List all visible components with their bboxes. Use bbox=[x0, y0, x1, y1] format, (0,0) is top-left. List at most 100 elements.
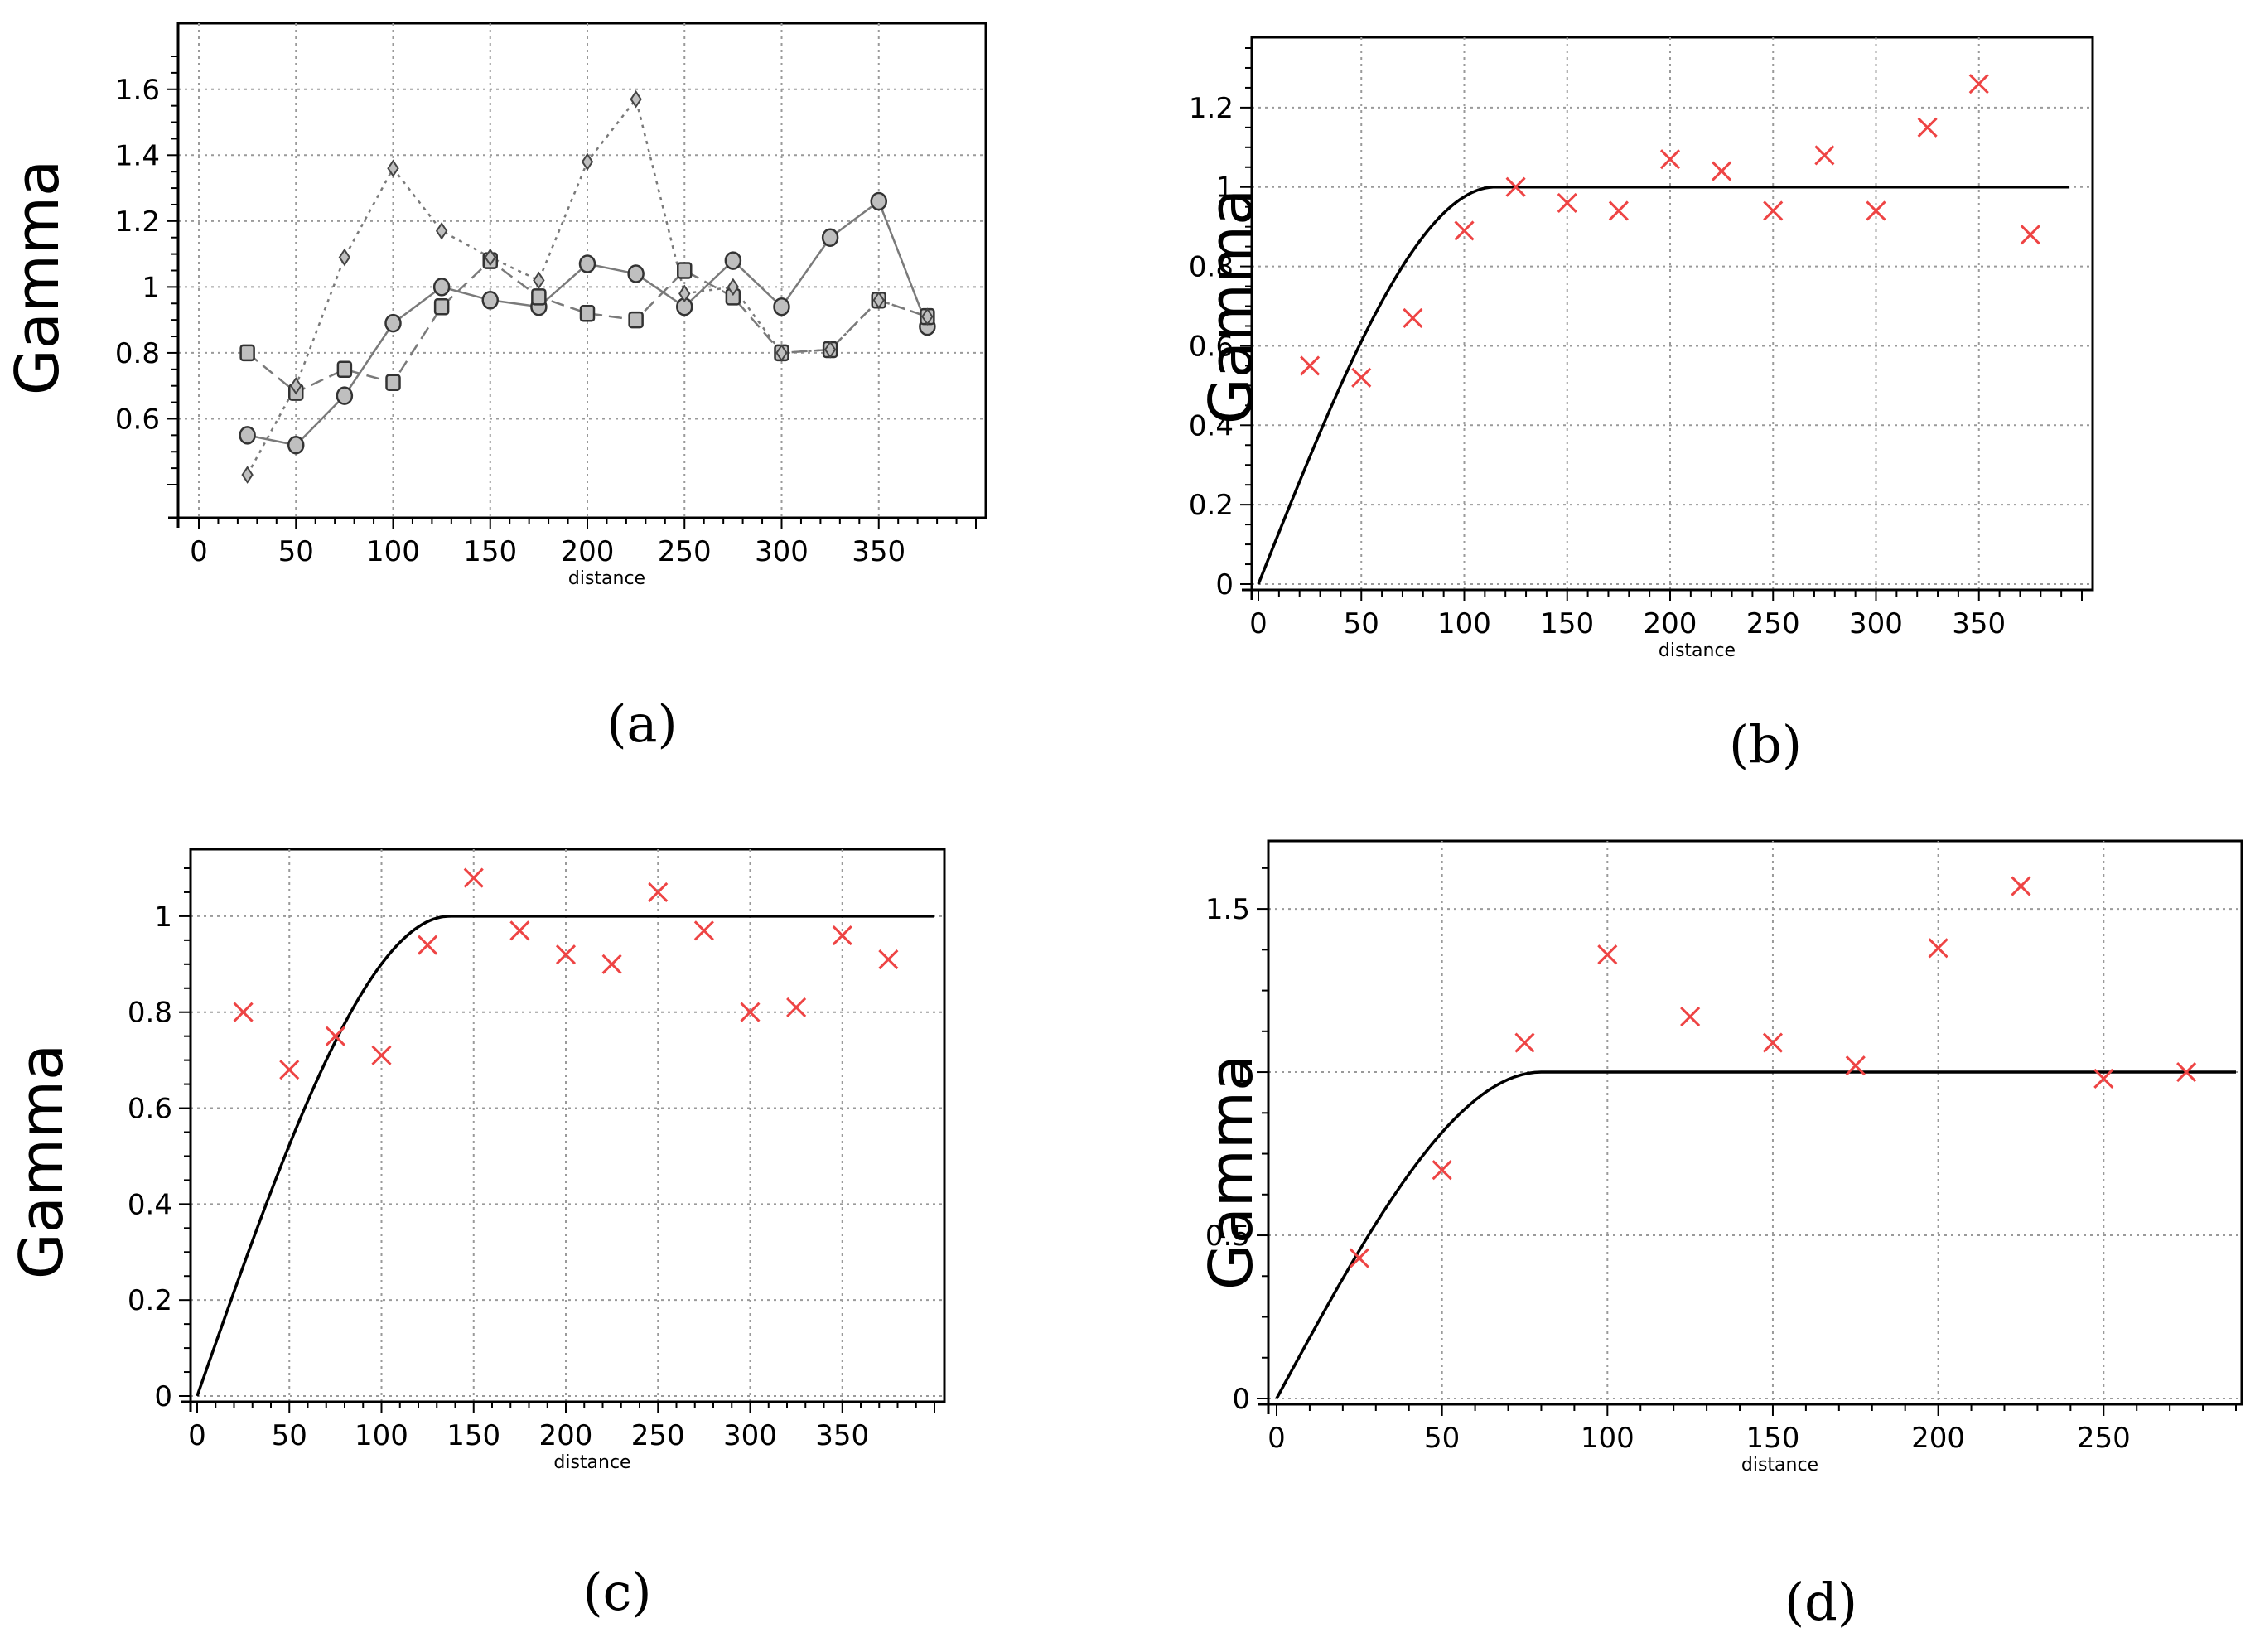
plot-area: 0 50 100 150 200 250 300 350 0.6 0.8 1 1.2 1.4 1.6 dis… bbox=[115, 22, 987, 589]
data-point-cross bbox=[509, 920, 530, 941]
x-tick-label: 250 bbox=[658, 535, 712, 568]
model-curve bbox=[1257, 185, 2070, 585]
x-tick-label: 50 bbox=[1344, 607, 1379, 640]
data-point-cross bbox=[1454, 220, 1475, 241]
x-axis-label: distance bbox=[553, 1452, 630, 1473]
y-axis-label: Gamma bbox=[1196, 1055, 1266, 1290]
panel-c: Gamma 0 50 100 150 200 250 300 350 0 0.2 0.4 0.6 0.8… bbox=[7, 848, 946, 1622]
data-point-diamond bbox=[533, 271, 545, 290]
data-point-circle bbox=[870, 191, 887, 211]
x-tick-label: 100 bbox=[355, 1419, 408, 1452]
data-point-cross bbox=[740, 1002, 761, 1022]
data-point-diamond bbox=[727, 278, 740, 297]
y-axis-label: Gamma bbox=[7, 1044, 76, 1279]
data-point-cross bbox=[1505, 176, 1526, 197]
y-tick-label: 1 bbox=[142, 271, 160, 304]
data-point-circle bbox=[432, 278, 451, 297]
data-point-cross bbox=[1712, 161, 1732, 181]
x-tick-label: 150 bbox=[1746, 1422, 1800, 1455]
plot-frame bbox=[189, 848, 946, 1403]
data-point-cross bbox=[648, 882, 669, 903]
y-tick-label: 1.4 bbox=[115, 139, 160, 172]
x-tick-label: 150 bbox=[447, 1419, 500, 1452]
data-point-cross bbox=[1300, 355, 1321, 376]
x-tick-label: 0 bbox=[1249, 607, 1268, 640]
x-tick-label: 100 bbox=[1437, 607, 1491, 640]
y-tick-label: 1 bbox=[154, 901, 172, 934]
x-tick-label: 250 bbox=[1746, 607, 1800, 640]
panel-b: Gamma 0 50 100 150 200 250 300 35000.20.40.60.8… bbox=[1189, 36, 2094, 775]
data-point-diamond bbox=[484, 248, 496, 267]
data-point-cross bbox=[1680, 1007, 1701, 1027]
data-point-diamond bbox=[678, 284, 691, 303]
y-tick-label: 0.8 bbox=[115, 337, 160, 370]
data-point-cross bbox=[786, 997, 807, 1017]
y-tick-label: 0.4 bbox=[1189, 409, 1234, 442]
data-point-cross bbox=[371, 1045, 392, 1065]
data-point-cross bbox=[1351, 367, 1372, 388]
data-point-square bbox=[579, 304, 596, 322]
data-point-cross bbox=[233, 1002, 254, 1022]
y-tick-label: 1.6 bbox=[115, 74, 160, 107]
data-point-cross bbox=[1349, 1248, 1369, 1268]
data-point-square bbox=[336, 360, 353, 379]
model-curve bbox=[196, 915, 934, 1397]
x-tick-label: 0 bbox=[1268, 1422, 1286, 1455]
data-point-diamond bbox=[338, 248, 351, 267]
y-tick-label: 1.5 bbox=[1205, 893, 1250, 926]
x-tick-label: 0 bbox=[190, 535, 208, 568]
panel-caption: (d) bbox=[1784, 1572, 1857, 1632]
data-point-cross bbox=[418, 935, 438, 955]
data-point-diamond bbox=[581, 152, 594, 171]
data-point-cross bbox=[2011, 876, 2031, 896]
data-point-circle bbox=[821, 228, 839, 247]
plot-area: 0 50 100 150 200 250 0 0.5 1 1.5 distance bbox=[1205, 839, 2243, 1476]
data-point-cross bbox=[1557, 192, 1577, 213]
x-tick-label: 300 bbox=[1849, 607, 1903, 640]
x-tick-label: 200 bbox=[1911, 1422, 1965, 1455]
data-point-cross bbox=[693, 920, 714, 941]
data-point-cross bbox=[463, 867, 484, 888]
y-tick-label: 0 bbox=[154, 1380, 172, 1413]
x-tick-label: 200 bbox=[1644, 607, 1697, 640]
data-point-cross bbox=[832, 925, 852, 946]
data-point-cross bbox=[1814, 145, 1835, 166]
y-tick-label: 0.6 bbox=[115, 403, 160, 436]
y-tick-label: 0.5 bbox=[1205, 1220, 1250, 1253]
data-point-cross bbox=[1763, 200, 1784, 221]
panel-caption: (b) bbox=[1729, 714, 1802, 775]
x-tick-label: 50 bbox=[1424, 1422, 1460, 1455]
y-tick-label: 0 bbox=[1232, 1383, 1250, 1416]
data-point-square bbox=[433, 297, 450, 316]
data-point-circle bbox=[287, 436, 305, 455]
data-point-diamond bbox=[290, 376, 302, 395]
plot-area: 0 50 100 150 200 250 300 350 0 0.2 0.4 0.6 0.8 1 1.2 di… bbox=[1189, 36, 2094, 661]
data-point-cross bbox=[1432, 1160, 1452, 1181]
y-tick-label: 0.2 bbox=[1189, 489, 1234, 522]
x-tick-label: 100 bbox=[366, 535, 420, 568]
y-tick-label: 0.8 bbox=[128, 997, 172, 1030]
x-tick-label: 350 bbox=[852, 535, 905, 568]
data-point-cross bbox=[878, 949, 899, 970]
data-point-circle bbox=[336, 386, 354, 405]
x-tick-label: 200 bbox=[539, 1419, 593, 1452]
data-point-cross bbox=[1659, 149, 1681, 170]
y-tick-label: 1.2 bbox=[1189, 92, 1234, 125]
data-point-square bbox=[531, 288, 547, 306]
x-axis-label: distance bbox=[1659, 640, 1736, 661]
data-point-cross bbox=[279, 1060, 300, 1080]
model-curve bbox=[1275, 1070, 2236, 1399]
y-tick-label: 1 bbox=[1215, 171, 1234, 205]
y-tick-label: 0.6 bbox=[1189, 330, 1234, 363]
panel-d: Gamma 0 50 100 150 200 250 0 0.5 1 1.5 distance (d… bbox=[1196, 839, 2243, 1632]
data-point-circle bbox=[384, 313, 402, 333]
x-tick-label: 50 bbox=[272, 1419, 307, 1452]
x-tick-label: 200 bbox=[561, 535, 615, 568]
panel-caption: (a) bbox=[606, 693, 677, 754]
y-axis-label: Gamma bbox=[2, 160, 72, 395]
x-tick-label: 100 bbox=[1581, 1422, 1635, 1455]
plot-frame bbox=[1250, 36, 2094, 592]
x-tick-label: 300 bbox=[723, 1419, 777, 1452]
x-tick-label: 350 bbox=[1952, 607, 2006, 640]
plot-frame bbox=[1267, 839, 2243, 1406]
